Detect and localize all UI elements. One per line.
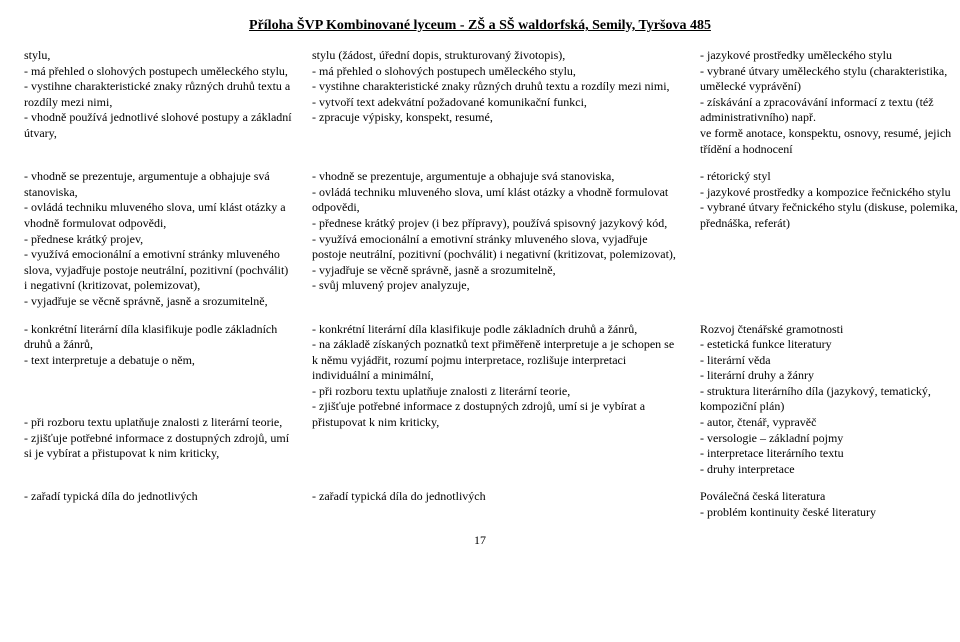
content-row: - konkrétní literární díla klasifikuje p… <box>24 322 936 478</box>
content-col-3: Poválečná česká literatura- problém kont… <box>700 489 960 520</box>
page-number: 17 <box>24 533 936 548</box>
content-line: - vystihne charakteristické znaky různýc… <box>24 79 294 110</box>
content-line: - jazykové prostředky uměleckého stylu <box>700 48 960 64</box>
content-line: - konkrétní literární díla klasifikuje p… <box>24 322 294 353</box>
content-line: - estetická funkce literatury <box>700 337 960 353</box>
page-title: Příloha ŠVP Kombinované lyceum - ZŠ a SŠ… <box>24 18 936 34</box>
content-line: - vyjadřuje se věcně správně, jasně a sr… <box>24 294 294 310</box>
content-line: - zařadí typická díla do jednotlivých <box>24 489 294 505</box>
content-line: - využívá emocionální a emotivní stránky… <box>24 247 294 294</box>
content-line: - zjišťuje potřebné informace z dostupný… <box>24 431 294 462</box>
content-line: Rozvoj čtenářské gramotnosti <box>700 322 960 338</box>
content-line: - literární druhy a žánry <box>700 368 960 384</box>
content-line: - využívá emocionální a emotivní stránky… <box>312 232 682 263</box>
content-line <box>24 368 294 384</box>
content-col-1: - konkrétní literární díla klasifikuje p… <box>24 322 294 478</box>
content-row: - zařadí typická díla do jednotlivých - z… <box>24 489 936 520</box>
content-line: - versologie – základní pojmy <box>700 431 960 447</box>
content-line: - vystihne charakteristické znaky různýc… <box>312 79 682 95</box>
content-line: - zařadí typická díla do jednotlivých <box>312 489 682 505</box>
content-line: - vhodně se prezentuje, argumentuje a ob… <box>24 169 294 200</box>
content-col-2: - vhodně se prezentuje, argumentuje a ob… <box>312 169 682 309</box>
content-line: - ovládá techniku mluveného slova, umí k… <box>24 200 294 231</box>
content-line: - text interpretuje a debatuje o něm, <box>24 353 294 369</box>
content-line <box>24 384 294 400</box>
content-line: - vhodně se prezentuje, argumentuje a ob… <box>312 169 682 185</box>
content-line: - zjišťuje potřebné informace z dostupný… <box>312 399 682 430</box>
content-line: ve formě anotace, konspektu, osnovy, res… <box>700 126 960 157</box>
content-line: - struktura literárního díla (jazykový, … <box>700 384 960 415</box>
content-col-3: - rétorický styl- jazykové prostředky a … <box>700 169 960 309</box>
content-line: - zpracuje výpisky, konspekt, resumé, <box>312 110 682 126</box>
content-col-2: - zařadí typická díla do jednotlivých <box>312 489 682 520</box>
content-row: - vhodně se prezentuje, argumentuje a ob… <box>24 169 936 309</box>
content-grid: stylu,- má přehled o slohových postupech… <box>24 48 936 521</box>
content-line: - při rozboru textu uplatňuje znalosti z… <box>312 384 682 400</box>
content-line: - vhodně používá jednotlivé slohové post… <box>24 110 294 141</box>
content-line: - autor, čtenář, vypravěč <box>700 415 960 431</box>
content-col-2: - konkrétní literární díla klasifikuje p… <box>312 322 682 478</box>
content-col-3: Rozvoj čtenářské gramotnosti- estetická … <box>700 322 960 478</box>
content-line: - problém kontinuity české literatury <box>700 505 960 521</box>
content-line: Poválečná česká literatura <box>700 489 960 505</box>
content-line: - přednese krátký projev (i bez přípravy… <box>312 216 682 232</box>
content-line: - přednese krátký projev, <box>24 232 294 248</box>
content-col-2: stylu (žádost, úřední dopis, strukturova… <box>312 48 682 157</box>
content-col-1: - vhodně se prezentuje, argumentuje a ob… <box>24 169 294 309</box>
content-row: stylu,- má přehled o slohových postupech… <box>24 48 936 157</box>
content-line: - jazykové prostředky a kompozice řečnic… <box>700 185 960 201</box>
content-line: - ovládá techniku mluveného slova, umí k… <box>312 185 682 216</box>
content-col-1: - zařadí typická díla do jednotlivých <box>24 489 294 520</box>
content-line: - vybrané útvary uměleckého stylu (chara… <box>700 64 960 95</box>
content-col-1: stylu,- má přehled o slohových postupech… <box>24 48 294 157</box>
content-line: - vybrané útvary řečnického stylu (disku… <box>700 200 960 231</box>
content-col-3: - jazykové prostředky uměleckého stylu- … <box>700 48 960 157</box>
content-line: stylu (žádost, úřední dopis, strukturova… <box>312 48 682 64</box>
content-line: - rétorický styl <box>700 169 960 185</box>
content-line: - má přehled o slohových postupech uměle… <box>312 64 682 80</box>
content-line <box>24 399 294 415</box>
content-line: - vytvoří text adekvátní požadované komu… <box>312 95 682 111</box>
content-line: - má přehled o slohových postupech uměle… <box>24 64 294 80</box>
content-line: - literární věda <box>700 353 960 369</box>
content-line: - interpretace literárního textu <box>700 446 960 462</box>
content-line: - svůj mluvený projev analyzuje, <box>312 278 682 294</box>
content-line: - při rozboru textu uplatňuje znalosti z… <box>24 415 294 431</box>
content-line: - konkrétní literární díla klasifikuje p… <box>312 322 682 338</box>
content-line: - na základě získaných poznatků text při… <box>312 337 682 384</box>
content-line: - druhy interpretace <box>700 462 960 478</box>
content-line: - získávání a zpracovávání informací z t… <box>700 95 960 126</box>
content-line: stylu, <box>24 48 294 64</box>
content-line: - vyjadřuje se věcně správně, jasně a sr… <box>312 263 682 279</box>
